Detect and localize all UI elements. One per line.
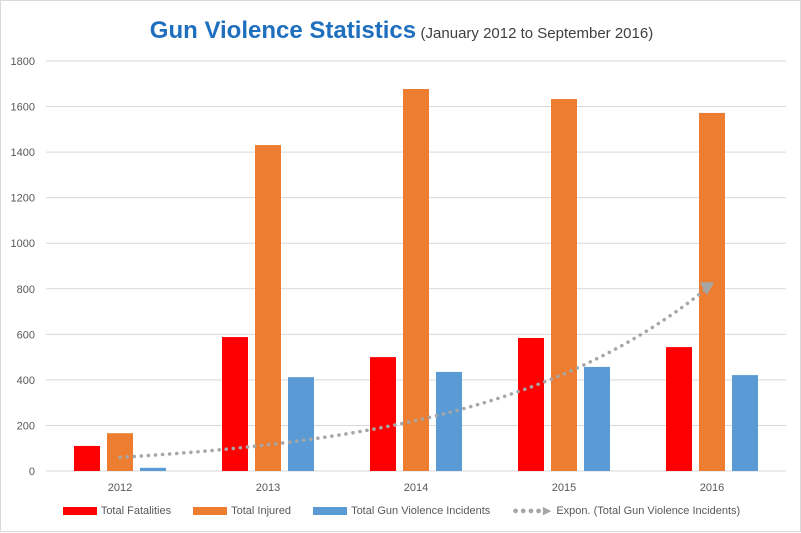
title-main: Gun Violence Statistics <box>149 17 417 44</box>
bar-total-fatalities-2014 <box>370 357 396 471</box>
legend-swatch <box>62 506 97 515</box>
legend-label: Total Fatalities <box>100 504 172 517</box>
chart-title: Gun Violence Statistics (January 2012 to… <box>1 17 801 45</box>
x-tick-label: 2016 <box>700 482 724 494</box>
legend-item-trendline: ●●●●▶ Expon. (Total Gun Violence Incident… <box>512 504 741 518</box>
trendline-swatch-icon: ●●●●▶ <box>512 505 553 517</box>
y-tick-label: 0 <box>29 466 35 478</box>
bar-total-gun-violence-incidents-2015 <box>584 366 610 471</box>
bar-total-gun-violence-incidents-2012 <box>140 467 166 471</box>
y-tick-label: 1000 <box>11 238 35 250</box>
bar-total-fatalities-2012 <box>74 445 100 471</box>
y-tick-label: 1400 <box>11 147 35 159</box>
legend-item: Total Fatalities <box>62 504 172 517</box>
y-tick-label: 800 <box>17 284 35 296</box>
bar-total-gun-violence-incidents-2016 <box>732 375 758 471</box>
y-tick-label: 1200 <box>11 193 35 205</box>
legend-label: Total Injured <box>231 504 292 517</box>
x-tick-label: 2013 <box>256 482 280 494</box>
legend: Total Fatalities Total Injured Total Gun V… <box>1 504 801 517</box>
y-tick-label: 600 <box>17 329 35 341</box>
legend-swatch <box>193 506 228 515</box>
y-tick-label: 200 <box>17 420 35 432</box>
trendline-arrow-icon <box>700 282 714 296</box>
bar-total-injured-2016 <box>699 112 725 471</box>
bar-total-fatalities-2016 <box>666 347 692 471</box>
bar-total-fatalities-2013 <box>222 337 248 471</box>
y-tick-label: 1600 <box>11 102 35 114</box>
bar-total-fatalities-2015 <box>518 337 544 471</box>
legend-item: Total Injured <box>193 504 291 517</box>
title-subtitle: (January 2012 to September 2016) <box>420 25 654 42</box>
legend-label: Total Gun Violence Incidents <box>351 504 491 517</box>
trendline <box>118 286 708 460</box>
bar-total-injured-2014 <box>403 89 429 472</box>
y-tick-label: 1800 <box>11 56 35 68</box>
legend-label: Expon. (Total Gun Violence Incidents) <box>556 504 741 517</box>
bar-total-injured-2015 <box>551 99 577 472</box>
bar-total-gun-violence-incidents-2013 <box>288 377 314 471</box>
bar-total-gun-violence-incidents-2014 <box>436 371 462 471</box>
x-tick-label: 2012 <box>108 482 132 494</box>
bar-total-injured-2012 <box>107 433 133 471</box>
x-tick-label: 2015 <box>552 482 576 494</box>
legend-swatch <box>313 506 348 515</box>
legend-item: Total Gun Violence Incidents <box>313 504 490 517</box>
bar-total-injured-2013 <box>255 145 281 472</box>
x-tick-label: 2014 <box>404 482 428 494</box>
y-tick-label: 400 <box>17 375 35 387</box>
